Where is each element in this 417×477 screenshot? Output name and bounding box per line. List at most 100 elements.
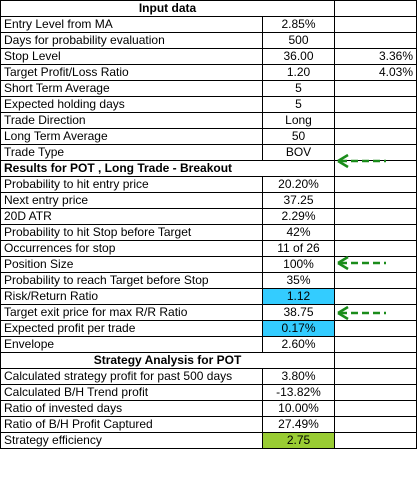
row-extra[interactable]: 4.03% [334,64,417,81]
expected-profit-value[interactable]: 0.17% [262,320,335,337]
empty-cell[interactable] [334,176,417,193]
table-row: Position Size 100% [0,256,417,273]
row-label[interactable]: Probability to reach Target before Stop [0,272,263,289]
table-row: Next entry price 37.25 [0,192,417,209]
empty-cell[interactable] [334,368,417,385]
empty-cell[interactable] [334,384,417,401]
empty-cell[interactable] [334,208,417,225]
row-label[interactable]: Calculated B/H Trend profit [0,384,263,401]
row-label[interactable]: Calculated strategy profit for past 500 … [0,368,263,385]
table-row: Expected holding days 5 [0,96,417,113]
row-value[interactable]: 2.60% [262,336,335,353]
strategy-header[interactable]: Strategy Analysis for POT [0,352,335,369]
row-label[interactable]: Occurrences for stop [0,240,263,257]
row-label[interactable]: Days for probability evaluation [0,32,263,49]
row-value[interactable]: 11 of 26 [262,240,335,257]
row-label[interactable]: Next entry price [0,192,263,209]
empty-cell[interactable] [334,304,417,321]
row-label[interactable]: Trade Type [0,144,263,161]
row-value[interactable]: BOV [262,144,335,161]
table-row: Target exit price for max R/R Ratio 38.7… [0,304,417,321]
row-value[interactable]: 42% [262,224,335,241]
row-label[interactable]: Probability to hit Stop before Target [0,224,263,241]
results-header-row: Results for POT , Long Trade - Breakout [0,160,417,177]
row-label[interactable]: Risk/Return Ratio [0,288,263,305]
row-extra[interactable]: 3.36% [334,48,417,65]
input-header[interactable]: Input data [0,0,335,17]
row-value[interactable]: 36.00 [262,48,335,65]
row-extra[interactable] [334,112,417,129]
table-row: Ratio of invested days 10.00% [0,400,417,417]
row-value[interactable]: 3.80% [262,368,335,385]
empty-cell[interactable] [334,432,417,449]
risk-return-value[interactable]: 1.12 [262,288,335,305]
row-label[interactable]: Stop Level [0,48,263,65]
table-row: Calculated strategy profit for past 500 … [0,368,417,385]
row-extra[interactable] [334,32,417,49]
empty-cell[interactable] [334,400,417,417]
table-row: Long Term Average 50 [0,128,417,145]
empty-cell[interactable] [334,224,417,241]
row-value[interactable]: 35% [262,272,335,289]
row-label[interactable]: Target exit price for max R/R Ratio [0,304,263,321]
row-label[interactable]: Expected holding days [0,96,263,113]
row-value[interactable]: 27.49% [262,416,335,433]
row-label[interactable]: Entry Level from MA [0,16,263,33]
row-value[interactable]: 10.00% [262,400,335,417]
table-row: Probability to hit entry price 20.20% [0,176,417,193]
row-extra[interactable] [334,128,417,145]
row-value[interactable]: 20.20% [262,176,335,193]
row-value[interactable]: Long [262,112,335,129]
table-row: Trade Direction Long [0,112,417,129]
strategy-header-row: Strategy Analysis for POT [0,352,417,369]
row-label[interactable]: 20D ATR [0,208,263,225]
row-value[interactable]: 38.75 [262,304,335,321]
empty-cell[interactable] [334,256,417,273]
empty-cell[interactable] [334,416,417,433]
row-value[interactable]: 100% [262,256,335,273]
row-label[interactable]: Envelope [0,336,263,353]
empty-cell[interactable] [334,160,417,177]
empty-cell[interactable] [334,352,417,369]
row-label[interactable]: Strategy efficiency [0,432,263,449]
row-extra[interactable] [334,96,417,113]
row-label[interactable]: Trade Direction [0,112,263,129]
strategy-efficiency-value[interactable]: 2.75 [262,432,335,449]
table-row: Probability to reach Target before Stop … [0,272,417,289]
row-label[interactable]: Probability to hit entry price [0,176,263,193]
empty-cell[interactable] [334,336,417,353]
empty-cell[interactable] [334,0,417,17]
row-label[interactable]: Ratio of invested days [0,400,263,417]
row-extra[interactable] [334,16,417,33]
empty-cell[interactable] [334,320,417,337]
row-label[interactable]: Ratio of B/H Profit Captured [0,416,263,433]
row-label[interactable]: Short Term Average [0,80,263,97]
empty-cell[interactable] [334,288,417,305]
table-row: Ratio of B/H Profit Captured 27.49% [0,416,417,433]
row-value[interactable]: 5 [262,96,335,113]
row-value[interactable]: 2.29% [262,208,335,225]
table-row: Occurrences for stop 11 of 26 [0,240,417,257]
row-label[interactable]: Target Profit/Loss Ratio [0,64,263,81]
table-row: Days for probability evaluation 500 [0,32,417,49]
row-value[interactable]: 2.85% [262,16,335,33]
table-row: Risk/Return Ratio 1.12 [0,288,417,305]
table-row: Probability to hit Stop before Target 42… [0,224,417,241]
row-label[interactable]: Position Size [0,256,263,273]
table-row: Expected profit per trade 0.17% [0,320,417,337]
empty-cell[interactable] [334,240,417,257]
row-value[interactable]: 50 [262,128,335,145]
row-value[interactable]: 500 [262,32,335,49]
row-value[interactable]: 37.25 [262,192,335,209]
empty-cell[interactable] [334,272,417,289]
table-row: Entry Level from MA 2.85% [0,16,417,33]
row-label[interactable]: Expected profit per trade [0,320,263,337]
row-label[interactable]: Long Term Average [0,128,263,145]
row-value[interactable]: 1.20 [262,64,335,81]
empty-cell[interactable] [334,192,417,209]
results-header[interactable]: Results for POT , Long Trade - Breakout [0,160,335,177]
row-value[interactable]: 5 [262,80,335,97]
row-extra[interactable] [334,80,417,97]
row-extra[interactable] [334,144,417,161]
row-value[interactable]: -13.82% [262,384,335,401]
